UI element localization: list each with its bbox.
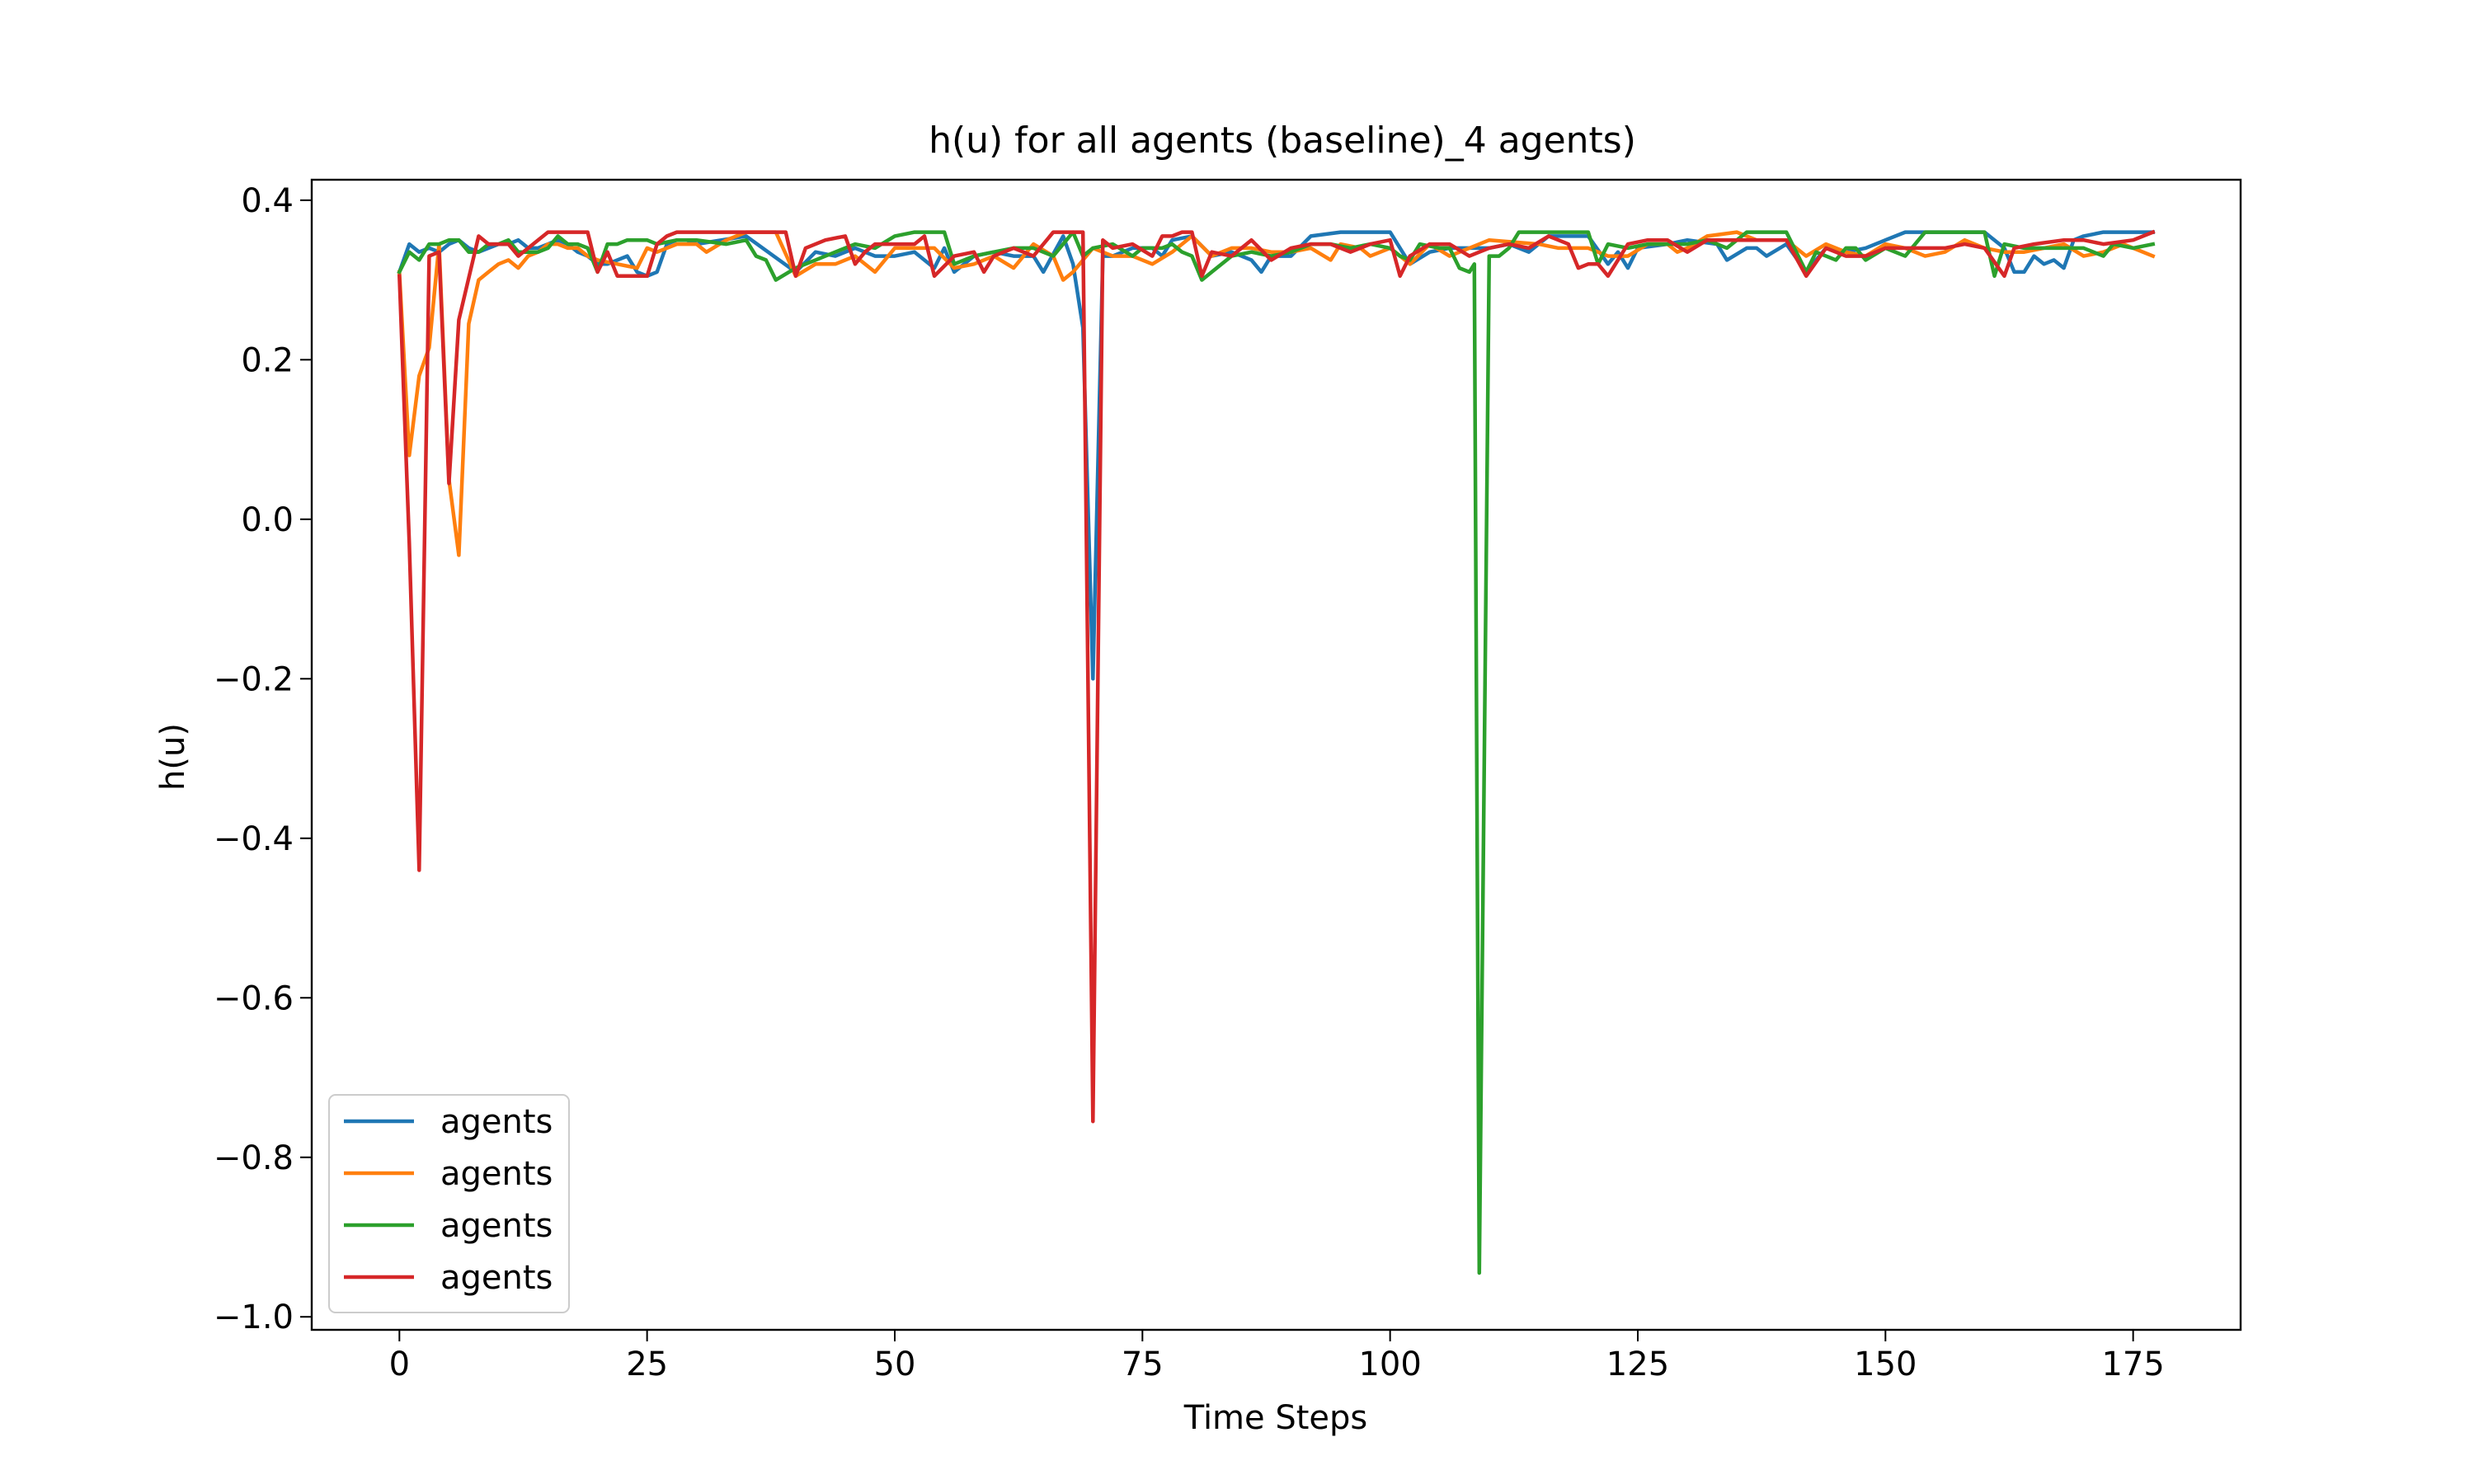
legend: agents agents agents agents [328, 1094, 570, 1313]
x-tick-label: 125 [1606, 1345, 1669, 1383]
y-tick-label: −0.6 [214, 979, 294, 1017]
y-tick-label: 0.0 [241, 501, 294, 539]
x-tick-label: 50 [874, 1345, 916, 1383]
series-line-3 [397, 230, 2156, 1275]
y-tick-label: −1.0 [214, 1298, 294, 1336]
x-tick-label: 25 [626, 1345, 668, 1383]
x-tick-label: 175 [2101, 1345, 2164, 1383]
series-line-2 [397, 230, 2156, 557]
y-axis: 0.4 0.2 0.0 −0.2 −0.4 −0.6 −0.8 −1.0 [214, 182, 312, 1336]
y-tick-label: −0.8 [214, 1139, 294, 1177]
legend-label-4: agents [440, 1259, 553, 1297]
series-layer [397, 229, 2156, 1275]
legend-label-3: agents [440, 1207, 553, 1245]
x-tick-label: 100 [1358, 1345, 1421, 1383]
legend-frame [328, 1094, 570, 1313]
x-tick-label: 0 [389, 1345, 410, 1383]
y-axis-label: h(u) [154, 723, 192, 791]
legend-label-1: agents [440, 1103, 553, 1141]
plot-frame [310, 178, 2242, 1331]
y-tick-label: −0.4 [214, 820, 294, 858]
y-tick-label: 0.4 [241, 182, 294, 220]
x-axis: 0 25 50 75 100 125 150 175 [389, 1330, 2165, 1383]
x-tick-label: 150 [1854, 1345, 1917, 1383]
y-tick-label: −0.2 [214, 660, 294, 698]
legend-label-2: agents [440, 1155, 553, 1193]
chart-title: h(u) for all agents (baseline)_4 agents) [929, 120, 1636, 162]
x-tick-label: 75 [1122, 1345, 1164, 1383]
plot-area [312, 180, 2241, 1330]
y-tick-label: 0.2 [241, 341, 294, 379]
x-axis-label: Time Steps [1183, 1399, 1368, 1437]
series-line-4 [397, 229, 2156, 1124]
